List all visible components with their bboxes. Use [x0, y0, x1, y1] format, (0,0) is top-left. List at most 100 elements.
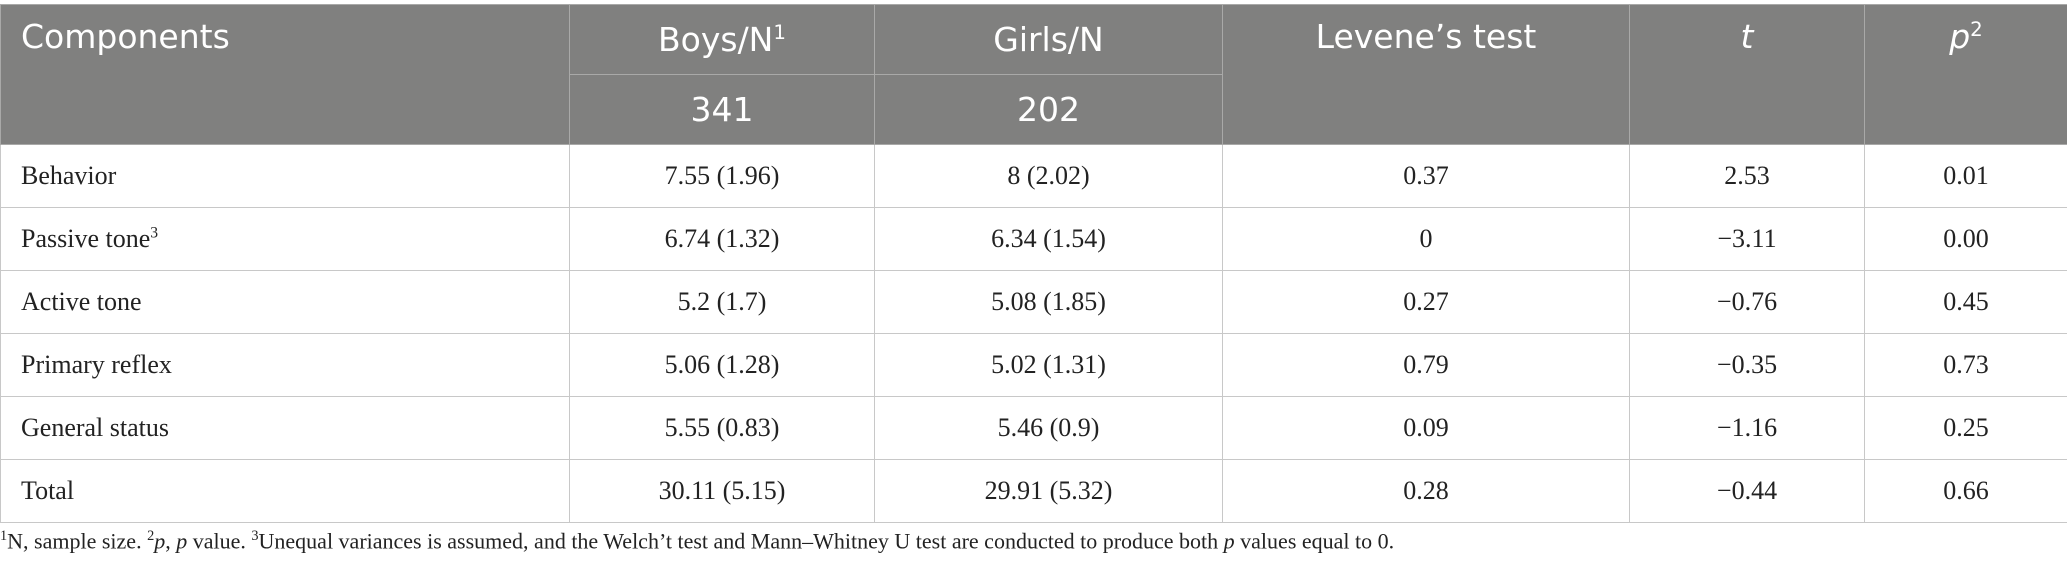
header-text: Components — [21, 17, 230, 56]
footnote-text: Unequal variances is assumed, and the We… — [258, 528, 1224, 554]
row-label: Passive tone — [21, 224, 151, 253]
superscript: 1 — [773, 21, 786, 44]
data-cell: 5.02 (1.31) — [874, 333, 1223, 397]
cell-text: −0.76 — [1716, 287, 1778, 316]
cell-text: 0.28 — [1403, 476, 1449, 505]
cell-text: 0 — [1419, 224, 1433, 253]
cell-text: −1.16 — [1716, 413, 1778, 442]
table-row: Passive tone3 6.74 (1.32) 6.34 (1.54) 0 −3.1… — [0, 207, 2067, 271]
data-cell: 6.74 (1.32) — [569, 207, 875, 271]
header-text: t — [1740, 17, 1754, 56]
cell-text: 7.55 (1.96) — [664, 161, 780, 190]
data-cell: 30.11 (5.15) — [569, 459, 875, 523]
data-cell: 0.79 — [1222, 333, 1630, 397]
header-text: 341 — [690, 90, 754, 129]
data-cell: 0.45 — [1864, 270, 2067, 334]
footnote-text: value. — [187, 528, 252, 554]
data-cell: 0 — [1222, 207, 1630, 271]
row-label: General status — [21, 413, 170, 442]
cell-text: 0.45 — [1943, 287, 1989, 316]
data-cell: −1.16 — [1629, 396, 1865, 460]
row-label: Primary reflex — [21, 350, 172, 379]
data-cell: 0.66 — [1864, 459, 2067, 523]
header-cell: 202 — [874, 74, 1223, 145]
data-cell: 5.2 (1.7) — [569, 270, 875, 334]
superscript: 2 — [1970, 18, 1983, 41]
data-cell: −0.76 — [1629, 270, 1865, 334]
data-cell: 0.09 — [1222, 396, 1630, 460]
header-text: Girls/N — [993, 20, 1104, 59]
data-cell: 0.37 — [1222, 144, 1630, 208]
footnote: 1N, sample size. 2p, p value. 3Unequal v… — [0, 528, 1394, 554]
cell-text: 29.91 (5.32) — [984, 476, 1113, 505]
cell-text: 0.37 — [1403, 161, 1449, 190]
data-cell: 29.91 (5.32) — [874, 459, 1223, 523]
data-cell: −0.44 — [1629, 459, 1865, 523]
header-text: Levene’s test — [1315, 17, 1537, 56]
cell-text: 0.09 — [1403, 413, 1449, 442]
footnote-text: N, sample size. — [7, 528, 148, 554]
table-row: Active tone 5.2 (1.7) 5.08 (1.85) 0.27 −0.76… — [0, 270, 2067, 334]
cell-text: 8 (2.02) — [1007, 161, 1090, 190]
cell-text: 0.25 — [1943, 413, 1989, 442]
header-text: 202 — [1017, 90, 1080, 129]
data-cell: 0.27 — [1222, 270, 1630, 334]
table-row: Primary reflex 5.06 (1.28) 5.02 (1.31) 0.79… — [0, 333, 2067, 397]
superscript: 2 — [147, 528, 155, 544]
data-cell: 7.55 (1.96) — [569, 144, 875, 208]
cell-text: 0.27 — [1403, 287, 1449, 316]
table-body: Behavior 7.55 (1.96) 8 (2.02) 0.37 2.53 0.01 P… — [0, 144, 2067, 523]
superscript: 3 — [251, 528, 259, 544]
data-cell: 0.73 — [1864, 333, 2067, 397]
cell-text: 0.66 — [1943, 476, 1989, 505]
cell-text: 5.2 (1.7) — [677, 287, 767, 316]
data-cell: −3.11 — [1629, 207, 1865, 271]
header-cell: t — [1629, 4, 1865, 145]
row-label-cell: Primary reflex — [0, 333, 570, 397]
cell-text: 2.53 — [1724, 161, 1770, 190]
header-cell: Components — [0, 4, 570, 145]
footnote-text: p — [154, 528, 166, 554]
header-cell: p2 — [1864, 4, 2067, 145]
row-label-cell: Passive tone3 — [0, 207, 570, 271]
data-cell: 0.01 — [1864, 144, 2067, 208]
data-cell: 5.55 (0.83) — [569, 396, 875, 460]
row-label: Active tone — [21, 287, 142, 316]
table-row: Behavior 7.55 (1.96) 8 (2.02) 0.37 2.53 0.01 — [0, 144, 2067, 208]
cell-text: −3.11 — [1717, 224, 1777, 253]
cell-text: −0.44 — [1716, 476, 1778, 505]
cell-text: 5.08 (1.85) — [991, 287, 1106, 316]
table-row: General status 5.55 (0.83) 5.46 (0.9) 0.09 −… — [0, 396, 2067, 460]
header-cell: Levene’s test — [1222, 4, 1630, 145]
table-row: Total 30.11 (5.15) 29.91 (5.32) 0.28 −0.44 0.… — [0, 459, 2067, 523]
cell-text: 0.01 — [1943, 161, 1989, 190]
row-label: Behavior — [21, 161, 117, 190]
header-cell: Girls/N — [874, 4, 1223, 75]
cell-text: 5.46 (0.9) — [997, 413, 1100, 442]
row-label-cell: Active tone — [0, 270, 570, 334]
cell-text: 6.74 (1.32) — [664, 224, 780, 253]
data-table: Components Boys/N1 Girls/N Levene’s test… — [0, 4, 2067, 523]
cell-text: 0.00 — [1943, 224, 1989, 253]
data-cell: 0.00 — [1864, 207, 2067, 271]
superscript: 1 — [0, 528, 8, 544]
data-cell: 5.46 (0.9) — [874, 396, 1223, 460]
cell-text: 0.73 — [1943, 350, 1989, 379]
header-text: Boys/N — [658, 20, 774, 59]
data-cell: 2.53 — [1629, 144, 1865, 208]
footnote-text: p — [176, 528, 188, 554]
superscript: 3 — [150, 224, 159, 242]
cell-text: 30.11 (5.15) — [658, 476, 786, 505]
footnote-text: p — [1223, 528, 1235, 554]
cell-text: 5.55 (0.83) — [664, 413, 780, 442]
footnote-text: values equal to 0. — [1234, 528, 1395, 554]
header-cell: 341 — [569, 74, 875, 145]
data-cell: −0.35 — [1629, 333, 1865, 397]
cell-text: 0.79 — [1403, 350, 1449, 379]
row-label: Total — [21, 476, 75, 505]
row-label-cell: Total — [0, 459, 570, 523]
data-cell: 0.28 — [1222, 459, 1630, 523]
row-label-cell: Behavior — [0, 144, 570, 208]
header-cell: Boys/N1 — [569, 4, 875, 75]
